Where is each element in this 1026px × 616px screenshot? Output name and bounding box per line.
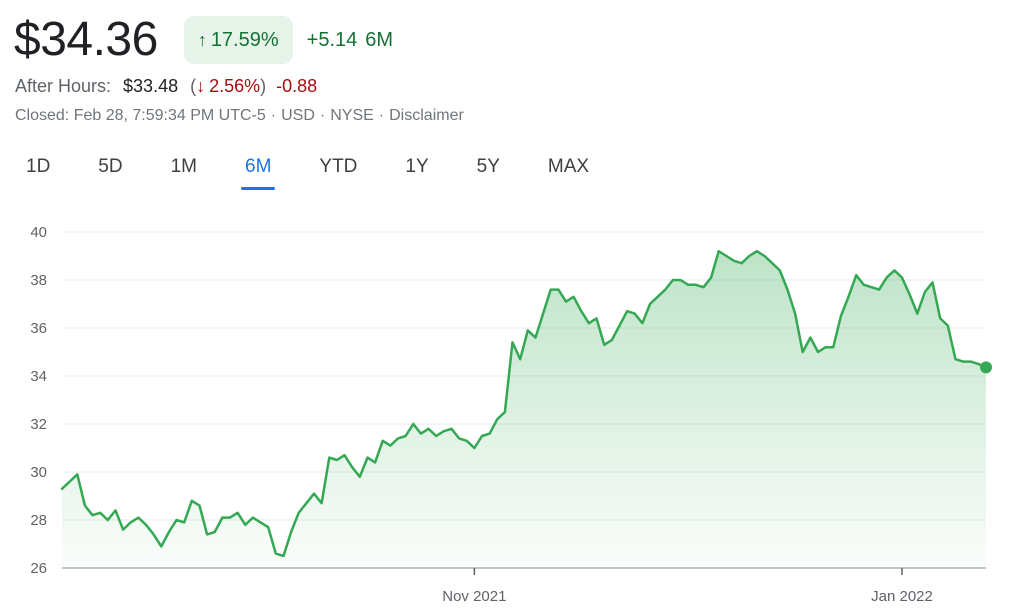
- arrow-up-icon: ↑: [197, 29, 207, 50]
- after-hours-label: After Hours:: [15, 76, 112, 96]
- disclaimer-link[interactable]: Disclaimer: [389, 107, 464, 124]
- change-badge: ↑ 17.59%: [183, 16, 293, 64]
- y-tick-label: 26: [30, 560, 47, 577]
- change-period: 6M: [365, 28, 394, 51]
- exchange: NYSE: [330, 107, 374, 124]
- y-tick-label: 28: [30, 512, 47, 529]
- y-tick-label: 32: [30, 416, 47, 433]
- range-tab-ytd[interactable]: YTD: [319, 156, 358, 177]
- y-tick-label: 36: [30, 320, 47, 337]
- x-axis: Nov 2021 Jan 2022: [442, 568, 933, 605]
- currency: USD: [281, 107, 315, 124]
- current-price: $34.36: [14, 13, 158, 66]
- y-tick-label: 34: [30, 368, 47, 385]
- quote-header: $34.36 ↑ 17.59% +5.14 6M: [14, 8, 393, 72]
- after-hours-row: After Hours: $33.48 (↓ 2.56%) -0.88: [15, 76, 317, 97]
- closed-info: Closed: Feb 28, 7:59:34 PM UTC-5: [15, 107, 266, 124]
- range-tab-1y[interactable]: 1Y: [405, 156, 429, 177]
- range-tab-1m[interactable]: 1M: [170, 156, 197, 177]
- x-tick-label: Nov 2021: [442, 588, 506, 605]
- y-tick-label: 40: [30, 224, 47, 241]
- range-tab-5d[interactable]: 5D: [98, 156, 123, 177]
- y-tick-label: 38: [30, 272, 47, 289]
- change-percent: 17.59%: [210, 28, 279, 51]
- range-tab-5y[interactable]: 5Y: [476, 156, 500, 177]
- change-absolute: +5.14: [306, 28, 358, 51]
- last-price-marker: [980, 361, 992, 374]
- after-hours-price: $33.48: [123, 76, 179, 96]
- market-status-row: Closed: Feb 28, 7:59:34 PM UTC-5 · USD ·…: [15, 107, 464, 124]
- price-chart[interactable]: 26 28 30 32 34 36 38 40 Nov 2021 Jan 2022: [0, 196, 1026, 616]
- price-line[interactable]: [60, 249, 988, 558]
- range-tabs: 1D 5D 1M 6M YTD 1Y 5Y MAX: [22, 156, 633, 190]
- range-tab-6m[interactable]: 6M: [241, 156, 276, 190]
- arrow-down-icon: ↓: [196, 76, 206, 96]
- range-tab-1d[interactable]: 1D: [26, 156, 51, 177]
- after-hours-change-percent-group: (↓ 2.56%): [190, 76, 267, 96]
- after-hours-change-percent: 2.56%: [209, 76, 261, 96]
- y-axis-labels: 26 28 30 32 34 36 38 40: [30, 224, 47, 577]
- price-area-fill: [62, 251, 986, 568]
- x-tick-label: Jan 2022: [871, 588, 933, 605]
- after-hours-change-absolute: -0.88: [276, 76, 318, 96]
- range-tab-max[interactable]: MAX: [547, 156, 590, 177]
- y-tick-label: 30: [30, 464, 47, 481]
